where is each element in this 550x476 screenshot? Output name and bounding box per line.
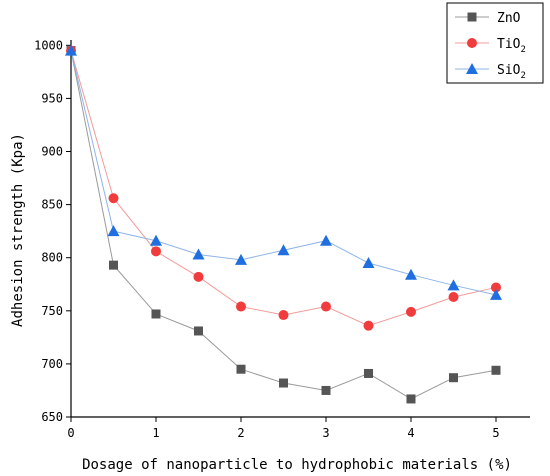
y-tick-label: 900: [41, 145, 63, 159]
data-point-sio2: [150, 234, 162, 246]
data-point-sio2: [65, 44, 77, 56]
legend-label-tio2: TiO2: [497, 37, 526, 55]
legend-box: [446, 2, 544, 84]
data-point-zno: [279, 378, 288, 388]
data-point-zno: [406, 394, 416, 404]
legend-item-zno: ZnO: [455, 11, 521, 26]
y-tick-label: 950: [41, 91, 63, 105]
data-point-zno: [321, 385, 331, 395]
x-tick-label: 5: [492, 426, 499, 440]
legend-marker-zno: [467, 12, 477, 22]
data-point-zno: [449, 373, 458, 383]
data-point-tio2: [278, 310, 289, 321]
data-point-sio2: [192, 248, 205, 260]
legend-label-zno: ZnO: [497, 11, 521, 26]
data-point-zno: [109, 260, 118, 270]
x-tick-label: 3: [322, 426, 329, 440]
data-point-zno: [491, 365, 501, 375]
y-tick-label: 1000: [34, 38, 63, 52]
data-point-sio2: [235, 253, 247, 265]
data-point-tio2: [363, 320, 374, 331]
legend-label-sio2: SiO2: [497, 63, 526, 81]
data-point-tio2: [151, 246, 161, 257]
legend: ZnO TiO2 SiO2: [446, 2, 544, 84]
data-point-tio2: [193, 271, 204, 282]
data-point-zno: [194, 326, 203, 336]
series-sio2: [65, 44, 502, 300]
data-point-zno: [151, 309, 161, 319]
data-point-sio2: [490, 288, 502, 300]
y-tick-label: 700: [41, 357, 63, 371]
series-line-sio2: [70, 50, 497, 296]
legend-marker-tio2: [467, 38, 477, 48]
y-tick-label: 800: [41, 251, 63, 265]
data-point-tio2: [491, 282, 501, 293]
x-tick-label: 0: [67, 426, 74, 440]
series-tio2: [66, 45, 501, 331]
data-point-tio2: [321, 301, 331, 312]
data-point-sio2: [277, 244, 290, 256]
x-tick-label: 2: [237, 426, 244, 440]
x-tick-label: 4: [407, 426, 414, 440]
series-zno: [66, 46, 501, 404]
data-point-sio2: [405, 268, 417, 280]
data-point-sio2: [447, 279, 460, 291]
y-tick-label: 650: [41, 410, 63, 424]
data-point-tio2: [108, 193, 119, 204]
axes: 0 1 2 3 4 5 650 700 750 800 850 900 950 1000: [34, 38, 530, 440]
y-tick-label: 850: [41, 198, 63, 212]
y-axis-title: Adhesion strength (Kpa): [10, 133, 26, 327]
x-tick-label: 1: [152, 426, 159, 440]
data-point-tio2: [448, 291, 459, 302]
legend-item-sio2: SiO2: [455, 63, 526, 81]
series-line-tio2: [70, 50, 497, 327]
y-tick-label: 750: [41, 304, 63, 318]
legend-marker-sio2: [466, 63, 478, 74]
data-point-tio2: [406, 306, 416, 317]
data-point-zno: [364, 368, 373, 378]
legend-item-tio2: TiO2: [455, 37, 526, 55]
x-axis-title: Dosage of nanoparticle to hydrophobic ma…: [82, 457, 512, 473]
data-point-sio2: [107, 225, 120, 237]
data-point-sio2: [320, 234, 332, 246]
series-layer: [65, 44, 502, 404]
data-point-sio2: [362, 257, 375, 269]
data-point-tio2: [236, 301, 246, 312]
data-point-zno: [236, 364, 246, 374]
